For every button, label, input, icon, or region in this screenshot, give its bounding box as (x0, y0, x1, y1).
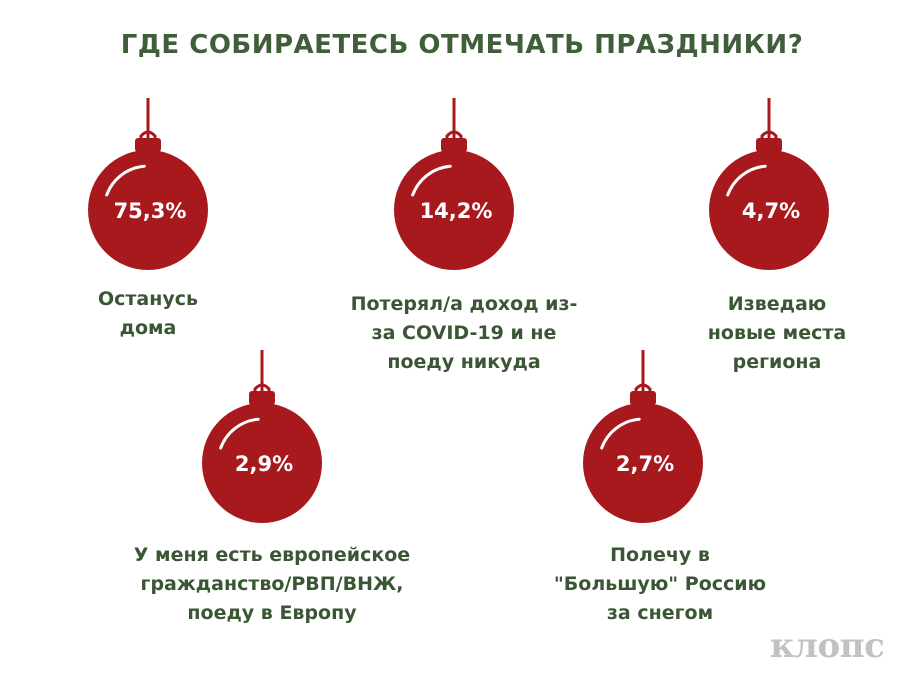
category-label-line: Останусь (97, 288, 199, 310)
category-label-line: Потерял/а доход из- (350, 293, 578, 315)
category-label-line: за COVID-19 и не (371, 322, 557, 344)
ornament-ball (583, 403, 703, 523)
value-label: 2,7% (616, 452, 674, 476)
category-label-line: новые места (707, 322, 847, 344)
category-label-5: Полечу в "Большую" Россию за снегом (500, 541, 820, 628)
ornament-cap (441, 138, 467, 152)
category-label-3: Изведаю новые места региона (617, 290, 924, 377)
ornament-ball (394, 150, 514, 270)
ornament-cap-loop (253, 383, 271, 394)
ornament-3: 4,7% (709, 98, 829, 270)
category-label-line: Полечу в (610, 544, 710, 566)
ornament-cap-loop (760, 130, 778, 141)
ornament-highlight (411, 164, 452, 197)
category-label-line: поеду в Европу (187, 602, 357, 624)
category-label-line: Изведаю (727, 293, 827, 315)
value-label: 4,7% (742, 199, 800, 223)
ornament-4: 2,9% (202, 350, 322, 523)
category-label-2: Потерял/а доход из-за COVID-19 и не поеду… (304, 290, 624, 377)
ornament-cap (249, 391, 275, 405)
ornament-cap-loop (445, 130, 463, 141)
ornament-5: 2,7% (583, 350, 703, 523)
ornament-highlight (219, 417, 260, 450)
ornament-cap (630, 391, 656, 405)
brand-logo: клопс (770, 626, 885, 666)
ornament-cap (135, 138, 161, 152)
ornament-ball (202, 403, 322, 523)
value-label: 75,3% (114, 199, 187, 223)
ornament-ball (88, 150, 208, 270)
ornament-highlight (105, 164, 146, 197)
category-label-4: У меня есть европейское гражданство/РВП/В… (112, 541, 432, 628)
category-label-line: "Большую" Россию (553, 573, 767, 595)
category-label-line: гражданство/РВП/ВНЖ, (140, 573, 404, 595)
category-label-line: дома (119, 317, 177, 339)
ornament-cap-loop (139, 130, 157, 141)
category-label-line: за снегом (606, 602, 714, 624)
category-label-line: У меня есть европейское (133, 544, 411, 566)
value-label: 2,9% (235, 452, 293, 476)
ornament-cap (756, 138, 782, 152)
ornament-2: 14,2% (394, 98, 514, 270)
chart-title: ГДЕ СОБИРАЕТЕСЬ ОТМЕЧАТЬ ПРАЗДНИКИ? (120, 30, 804, 60)
value-label: 14,2% (420, 199, 493, 223)
category-label-line: поеду никуда (387, 351, 541, 373)
ornament-ball (709, 150, 829, 270)
ornament-1: 75,3% (88, 98, 208, 270)
ornament-cap-loop (634, 383, 652, 394)
category-label-1: Останусь дома (0, 285, 308, 343)
ornament-highlight (600, 417, 641, 450)
category-label-line: региона (732, 351, 822, 373)
ornament-highlight (726, 164, 767, 197)
